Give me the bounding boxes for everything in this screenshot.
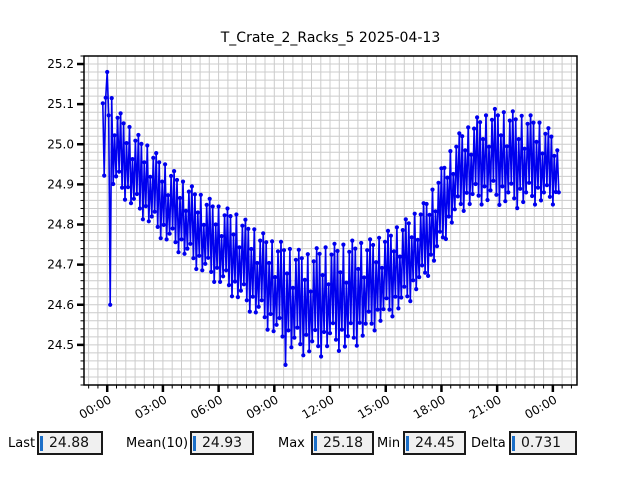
svg-text:24.7: 24.7 [47, 258, 74, 272]
svg-text:12:00: 12:00 [300, 392, 337, 421]
text-cursor [314, 435, 317, 451]
stat-max-label: Max [278, 436, 305, 451]
plot-canvas: 24.5 24.6 24.7 24.8 24.9 25.0 25.1 25.2 00:00 03:… [47, 55, 578, 422]
stat-delta-value: 0.731 [521, 435, 562, 451]
text-cursor [40, 435, 43, 451]
stat-min-value-box[interactable]: 24.45 [403, 431, 466, 455]
stat-mean-value-box[interactable]: 24.93 [190, 431, 254, 455]
stat-max-value-box[interactable]: 25.18 [311, 431, 374, 455]
svg-text:24.6: 24.6 [47, 298, 74, 312]
svg-text:24.9: 24.9 [47, 177, 74, 191]
stat-mean-label: Mean(10) [126, 436, 189, 451]
stat-last-value: 24.88 [49, 435, 90, 451]
svg-text:25.0: 25.0 [47, 137, 74, 151]
text-cursor [193, 435, 196, 451]
stat-mean-value: 24.93 [202, 435, 243, 451]
text-cursor [512, 435, 515, 451]
series-line [102, 71, 560, 365]
stat-last-value-box[interactable]: 24.88 [37, 431, 103, 455]
svg-text:06:00: 06:00 [188, 392, 225, 421]
stat-delta-value-box[interactable]: 0.731 [509, 431, 577, 455]
svg-text:24.5: 24.5 [47, 338, 74, 352]
svg-text:21:00: 21:00 [467, 392, 504, 421]
stat-delta-label: Delta [471, 436, 506, 451]
stat-min-label: Min [377, 436, 401, 451]
svg-text:09:00: 09:00 [244, 392, 281, 421]
stat-max-value: 25.18 [323, 435, 364, 451]
svg-text:25.2: 25.2 [47, 57, 74, 71]
chart-title: T_Crate_2_Racks_5 2025-04-13 [220, 30, 441, 46]
stat-last-label: Last [8, 436, 36, 451]
svg-text:00:00: 00:00 [77, 392, 114, 421]
svg-text:18:00: 18:00 [411, 392, 448, 421]
svg-text:25.1: 25.1 [47, 97, 74, 111]
stat-min-value: 24.45 [415, 435, 456, 451]
svg-text:24.8: 24.8 [47, 218, 74, 232]
text-cursor [406, 435, 409, 451]
data-series [100, 69, 561, 367]
y-tick-labels: 24.5 24.6 24.7 24.8 24.9 25.0 25.1 25.2 [47, 57, 74, 352]
svg-text:00:00: 00:00 [522, 392, 559, 421]
x-tick-labels: 00:00 03:00 06:00 09:00 12:00 15:00 18:00 21:00… [77, 392, 560, 421]
plot-frame [83, 55, 578, 386]
svg-text:03:00: 03:00 [132, 392, 169, 421]
svg-text:15:00: 15:00 [355, 392, 392, 421]
